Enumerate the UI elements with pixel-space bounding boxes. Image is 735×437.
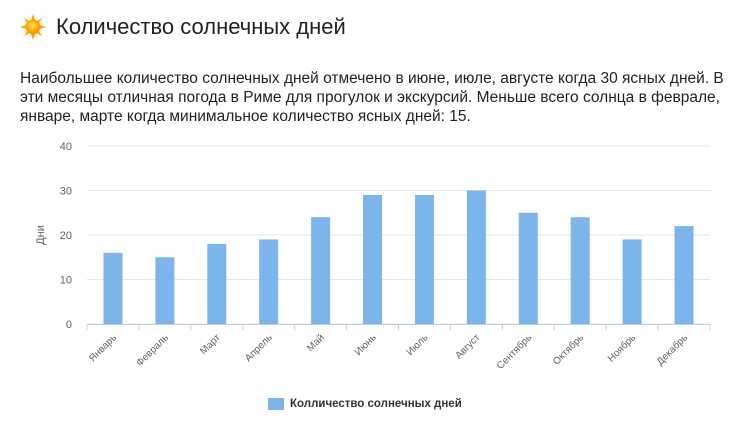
bar-Май[interactable] [311,217,331,324]
x-tick-label: Декабрь [654,332,690,368]
x-tick-label: Сентябрь [494,332,534,372]
x-tick-label: Август [453,332,482,361]
bar-Апрель[interactable] [259,239,279,324]
bar-Март[interactable] [207,243,227,324]
bar-Ноябрь[interactable] [622,239,642,324]
page-title: Количество солнечных дней [56,14,346,39]
y-axis-title: Дни [35,225,47,245]
x-tick-label: Март [198,332,223,357]
header: Количество солнечных дней [20,14,346,40]
bar-Август[interactable] [466,190,486,325]
y-tick-label: 40 [60,141,72,153]
x-tick-label: Май [305,332,327,354]
sun-icon [20,14,46,40]
x-tick-label: Февраль [134,332,171,369]
legend-label: Колличество солнечных дней [290,398,462,410]
x-tick-label: Январь [87,332,119,364]
bar-Сентябрь[interactable] [518,212,538,324]
bar-Декабрь[interactable] [674,226,694,324]
y-tick-label: 0 [66,319,72,331]
x-tick-label: Июль [405,332,431,358]
bar-Январь[interactable] [103,252,123,324]
bar-chart: 0 10 20 30 40 Дни Январь Февраль Март Апрель Май Ию… [35,141,711,372]
y-tick-label: 30 [60,186,72,198]
bar-Февраль[interactable] [155,257,175,324]
legend-swatch [268,398,284,410]
x-tick-label: Апрель [243,332,275,364]
x-tick-label: Ноябрь [605,332,638,365]
x-tick-label: Октябрь [550,332,586,368]
bar-Октябрь[interactable] [570,217,590,324]
y-tick-label: 20 [60,230,72,242]
x-tick-label: Июнь [353,332,379,358]
bar-Июнь[interactable] [363,194,383,324]
bar-Июль[interactable] [414,194,434,324]
description-text: Наибольшее количество солнечных дней отм… [20,70,724,125]
y-tick-label: 10 [60,275,72,287]
legend[interactable]: Колличество солнечных дней [268,398,462,410]
